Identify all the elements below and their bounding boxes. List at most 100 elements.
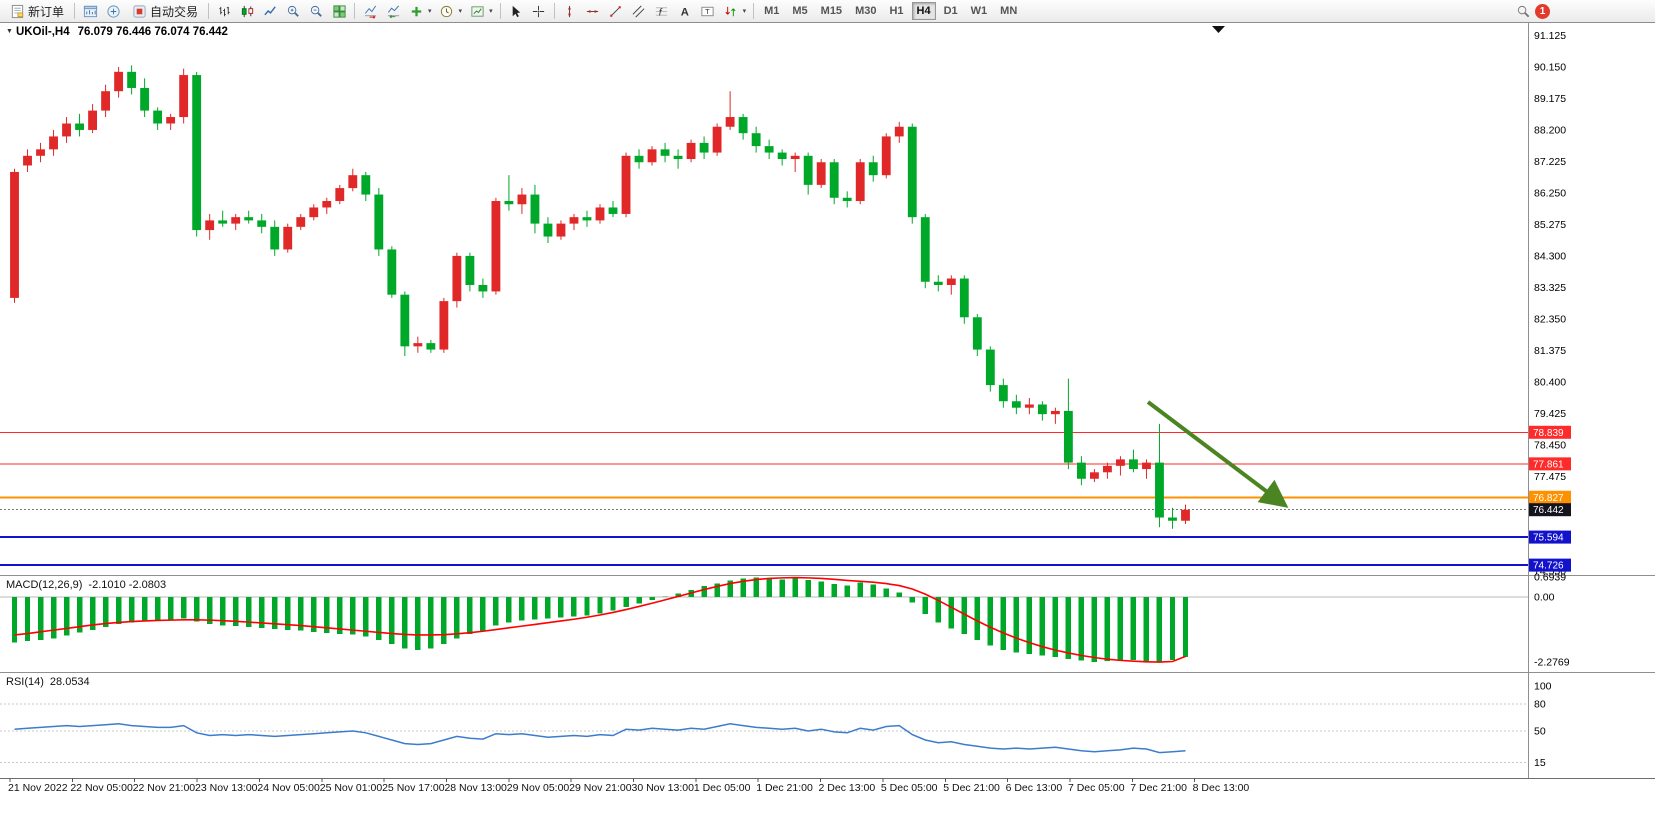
cursor-icon	[508, 3, 524, 19]
market-watch-icon	[82, 3, 98, 19]
trendline-icon	[608, 3, 624, 19]
auto-scroll-button[interactable]	[359, 1, 381, 21]
svg-text:83.325: 83.325	[1534, 282, 1566, 294]
svg-text:80.400: 80.400	[1534, 376, 1566, 388]
svg-text:50: 50	[1534, 726, 1546, 738]
candlestick-chart-icon	[239, 3, 255, 19]
template-icon	[469, 3, 485, 19]
toolbar-separator	[753, 3, 755, 19]
zoom-in-icon	[285, 3, 301, 19]
cursor-button[interactable]	[505, 1, 527, 21]
macd-histogram	[11, 577, 1189, 662]
text-icon: A	[677, 3, 693, 19]
timeframe-h4-button[interactable]: H4	[911, 2, 936, 20]
timeframe-d1-button[interactable]: D1	[939, 2, 963, 20]
arrows-button[interactable]: ▾	[720, 1, 750, 21]
zoom-out-icon	[308, 3, 324, 19]
svg-text:89.175: 89.175	[1534, 93, 1566, 105]
svg-text:86.250: 86.250	[1534, 187, 1566, 199]
svg-text:88.200: 88.200	[1534, 124, 1566, 136]
channel-button[interactable]	[628, 1, 650, 21]
macd-name: MACD(12,26,9)	[6, 579, 83, 591]
autotrading-button[interactable]: 自动交易	[125, 1, 204, 21]
new-order-icon	[9, 3, 25, 19]
svg-text:1 Dec 21:00: 1 Dec 21:00	[756, 782, 813, 794]
trend-arrow-annotation	[1146, 400, 1289, 508]
templates-button[interactable]: ▾	[466, 1, 496, 21]
bar-chart-button[interactable]	[213, 1, 235, 21]
fibonacci-icon: f	[654, 3, 670, 19]
tile-windows-icon	[331, 3, 347, 19]
chevron-down-icon: ▾	[742, 8, 747, 15]
svg-text:2 Dec 13:00: 2 Dec 13:00	[819, 782, 876, 794]
timeframe-m1-button[interactable]: M1	[759, 2, 784, 20]
timeframe-mn-button[interactable]: MN	[995, 2, 1022, 20]
toolbar-separator	[208, 3, 210, 19]
crosshair-button[interactable]	[528, 1, 550, 21]
chart-shift-button[interactable]	[382, 1, 404, 21]
chevron-down-icon: ▾	[428, 8, 432, 15]
svg-text:77.861: 77.861	[1533, 459, 1564, 470]
svg-text:5 Dec 05:00: 5 Dec 05:00	[881, 782, 938, 794]
fibonacci-button[interactable]: f	[651, 1, 673, 21]
chart-area[interactable]: 91.125 90.150 89.175 88.200 87.225 86.250 85.2…	[0, 23, 1655, 825]
auto-scroll-icon	[362, 3, 378, 19]
search-button[interactable]	[1512, 1, 1534, 21]
text-label-button[interactable]: T	[697, 1, 719, 21]
timeframe-w1-button[interactable]: W1	[966, 2, 993, 20]
svg-text:74.726: 74.726	[1533, 561, 1564, 572]
periods-button[interactable]: ▾	[436, 1, 466, 21]
vertical-line-icon	[562, 3, 578, 19]
zoom-in-button[interactable]	[282, 1, 304, 21]
bar-chart-icon	[216, 3, 232, 19]
zoom-out-button[interactable]	[305, 1, 327, 21]
data-window-icon	[105, 3, 121, 19]
toolbar-separator	[74, 3, 76, 19]
svg-text:84.300: 84.300	[1534, 250, 1566, 262]
crosshair-icon	[531, 3, 547, 19]
toolbar-separator	[499, 3, 501, 19]
chart-canvas[interactable]: 91.125 90.150 89.175 88.200 87.225 86.250 85.2…	[0, 23, 1655, 825]
text-button[interactable]: A	[674, 1, 696, 21]
svg-text:79.425: 79.425	[1534, 408, 1566, 420]
line-chart-button[interactable]	[259, 1, 281, 21]
collapse-icon: ▼	[6, 28, 13, 35]
svg-text:87.225: 87.225	[1534, 156, 1566, 168]
timeframe-m15-button[interactable]: M15	[816, 2, 847, 20]
toolbar-separator	[553, 3, 555, 19]
svg-text:78.839: 78.839	[1533, 428, 1564, 439]
svg-text:78.450: 78.450	[1534, 439, 1566, 451]
svg-text:6 Dec 13:00: 6 Dec 13:00	[1006, 782, 1063, 794]
price-axis: 91.125 90.150 89.175 88.200 87.225 86.250 85.2…	[1534, 30, 1570, 769]
svg-text:8 Dec 13:00: 8 Dec 13:00	[1193, 782, 1250, 794]
svg-text:100: 100	[1534, 681, 1552, 693]
svg-text:-2.2769: -2.2769	[1534, 657, 1570, 669]
market-watch-button[interactable]	[79, 1, 101, 21]
candlestick-series	[10, 65, 1190, 529]
timeframe-m5-button[interactable]: M5	[787, 2, 812, 20]
horizontal-line-button[interactable]	[582, 1, 604, 21]
indicators-button[interactable]: ▾	[405, 1, 435, 21]
main-toolbar: 新订单 自动交易	[0, 0, 1655, 23]
chevron-down-icon: ▾	[489, 8, 493, 15]
vertical-line-button[interactable]	[559, 1, 581, 21]
svg-text:30 Nov 13:00: 30 Nov 13:00	[632, 782, 695, 794]
notification-badge[interactable]: 1	[1535, 3, 1550, 19]
macd-values: -2.1010 -2.0803	[88, 579, 167, 591]
chart-shift-icon	[385, 3, 401, 19]
tile-windows-button[interactable]	[328, 1, 350, 21]
new-order-button[interactable]: 新订单	[3, 1, 70, 21]
svg-text:75.594: 75.594	[1533, 533, 1564, 544]
timeframe-h1-button[interactable]: H1	[884, 2, 908, 20]
add-indicator-icon	[408, 3, 424, 19]
svg-text:22 Nov 21:00: 22 Nov 21:00	[133, 782, 196, 794]
macd-signal-line	[14, 576, 1186, 663]
data-window-button[interactable]	[102, 1, 124, 21]
macd-label: MACD(12,26,9) -2.1010 -2.0803	[6, 579, 166, 591]
candlestick-chart-button[interactable]	[236, 1, 258, 21]
autotrading-label: 自动交易	[150, 4, 199, 19]
timeframe-m30-button[interactable]: M30	[850, 2, 881, 20]
trendline-button[interactable]	[605, 1, 627, 21]
svg-text:T: T	[705, 7, 710, 16]
svg-text:24 Nov 05:00: 24 Nov 05:00	[257, 782, 320, 794]
